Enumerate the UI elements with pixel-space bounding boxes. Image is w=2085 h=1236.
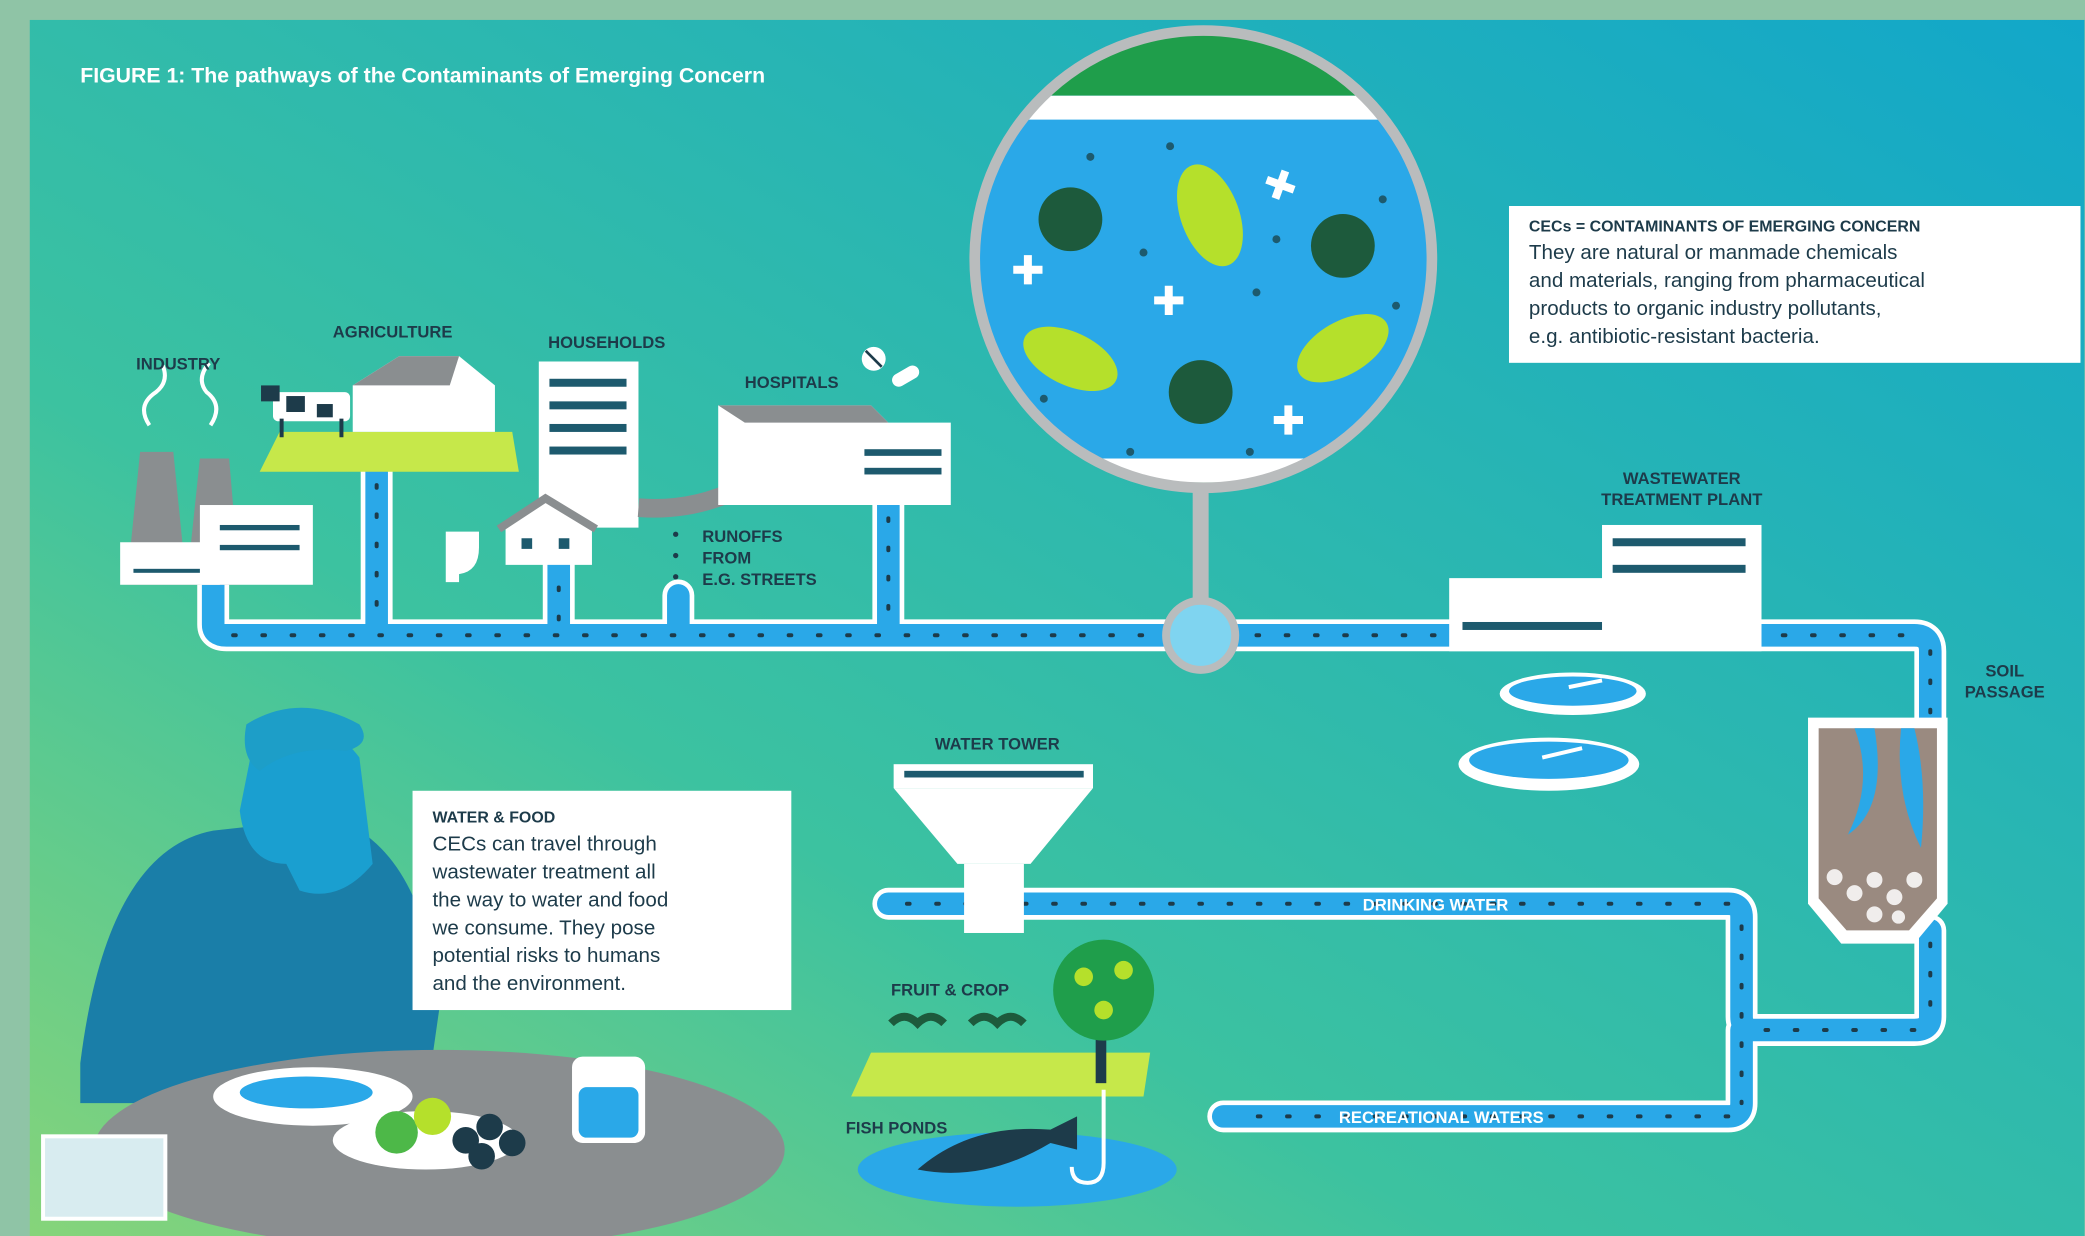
agriculture-icon-part	[261, 385, 280, 401]
magnifier-part-part	[1169, 360, 1233, 424]
label: INDUSTRY	[136, 354, 220, 373]
industry-icon-part	[133, 569, 199, 573]
pipe-label: RECREATIONAL WATERS	[1339, 1108, 1544, 1127]
box-line: we consume. They pose	[431, 916, 655, 939]
fruit-crop-icon-part-part	[1094, 1001, 1113, 1020]
industry-icon-part	[200, 505, 313, 585]
soil-passage-icon-part-part	[1847, 885, 1863, 901]
fruit-crop-icon-part-part	[1074, 968, 1093, 987]
fruit-crop-icon-part-part	[1114, 961, 1133, 980]
soil-passage-icon-part-part	[1827, 869, 1843, 885]
magnifier-part-part-part	[1252, 288, 1260, 296]
magnifier-part-part-part	[1126, 448, 1134, 456]
pipe-network-part	[673, 532, 678, 537]
infographic: FIGURE 1: The pathways of the Contaminan…	[0, 0, 2085, 1236]
magnifier-part-part-part	[1272, 235, 1280, 243]
soil-passage-icon-part-part	[1867, 872, 1883, 888]
magnifier-part-part-part	[1166, 142, 1174, 150]
hospitals-icon-part	[864, 468, 941, 475]
soil-passage-icon-part-part	[1867, 906, 1883, 922]
box-line: and the environment.	[432, 972, 625, 995]
treatment-plant-icon-part-part	[1613, 538, 1746, 546]
agriculture-icon-part	[339, 419, 343, 438]
households-icon-part	[522, 538, 533, 549]
box-heading: CECs = CONTAMINANTS OF EMERGING CONCERN	[1529, 218, 1921, 235]
label: AGRICULTURE	[333, 323, 453, 342]
magnifier-part	[1166, 601, 1235, 670]
pipe-network-part	[673, 553, 678, 558]
box-line: wastewater treatment all	[431, 860, 655, 883]
treatment-plant-icon-part	[1469, 742, 1628, 779]
agriculture-icon-part	[273, 392, 350, 421]
label: PASSAGE	[1965, 683, 2045, 702]
magnifier-part	[1193, 485, 1209, 605]
agriculture-icon-part	[260, 432, 519, 472]
label: WASTEWATER	[1623, 469, 1741, 488]
soil-passage-icon	[1808, 718, 1948, 944]
person-table-icon-part	[414, 1098, 451, 1135]
agriculture-icon-part	[280, 419, 284, 438]
title: FIGURE 1: The pathways of the Contaminan…	[80, 63, 765, 87]
label: RUNOFFS	[702, 527, 782, 546]
label: WATER TOWER	[935, 735, 1060, 754]
person-table-icon-part-part	[468, 1143, 495, 1170]
label: E.G. STREETS	[702, 570, 816, 589]
box-line: the way to water and food	[432, 888, 668, 911]
label: HOSPITALS	[745, 373, 839, 392]
treatment-plant-icon-part-part	[1462, 622, 1602, 630]
magnifier-part-part-part	[1392, 302, 1400, 310]
box-line: and materials, ranging from pharmaceutic…	[1529, 269, 1925, 292]
box-heading: WATER & FOOD	[432, 810, 555, 827]
label: FROM	[702, 549, 751, 568]
treatment-plant-icon-part	[1509, 676, 1637, 705]
magnifier-part-part-part	[1140, 249, 1148, 257]
agriculture-icon-part	[317, 404, 333, 417]
hospitals-icon-part	[718, 405, 888, 422]
households-icon-part-part	[549, 379, 626, 387]
agriculture-icon-part	[286, 396, 305, 412]
page: {"title":"FIGURE 1: The pathways of the …	[0, 0, 2085, 1236]
hospitals-icon-part	[864, 449, 941, 456]
magnifier-part-part-part	[1379, 195, 1387, 203]
label: SOIL	[1985, 661, 2024, 680]
magnifier-part-part	[1311, 214, 1375, 278]
magnifier-part-part-part	[1246, 448, 1254, 456]
person-table-icon-part	[579, 1087, 639, 1138]
soil-passage-icon-part-part	[1906, 872, 1922, 888]
box-line: CECs can travel through	[432, 833, 656, 856]
treatment-plant-icon-part-part	[1613, 565, 1746, 573]
soil-passage-icon-part-part	[1886, 889, 1902, 905]
box-line: They are natural or manmade chemicals	[1529, 241, 1898, 264]
label: FISH PONDS	[846, 1119, 948, 1138]
person-table-icon-part	[240, 1077, 373, 1109]
person-table-icon-part	[43, 1136, 165, 1218]
soil-passage-icon-part-part	[1892, 910, 1905, 923]
box-line: products to organic industry pollutants,	[1529, 297, 1882, 320]
label: FRUIT & CROP	[891, 980, 1009, 999]
households-icon-part-part	[549, 424, 626, 432]
magnifier-part-part-part	[1040, 395, 1048, 403]
person-table-icon-part	[375, 1111, 418, 1154]
treatment-plant-icon-part	[1602, 525, 1761, 605]
households-icon-part-part	[549, 447, 626, 455]
label: HOUSEHOLDS	[548, 333, 665, 352]
water-tower-icon-part	[904, 771, 1083, 778]
industry-icon-part	[220, 525, 300, 530]
households-icon-part-part	[549, 401, 626, 409]
magnifier-part-part-part	[1086, 153, 1094, 161]
fruit-crop-icon-part	[1053, 940, 1154, 1041]
households-icon-part	[559, 538, 570, 549]
person-table-icon-part-part	[499, 1130, 526, 1157]
pipe-label: DRINKING WATER	[1363, 895, 1508, 914]
label: TREATMENT PLANT	[1601, 490, 1762, 509]
water-tower-icon-part	[964, 864, 1024, 933]
industry-icon-part	[220, 545, 300, 550]
person-table-icon-part-part	[476, 1114, 503, 1141]
box-line: e.g. antibiotic-resistant bacteria.	[1529, 325, 1820, 348]
box-line: potential risks to humans	[432, 944, 660, 967]
magnifier-part-part	[1039, 187, 1103, 251]
pipe-network-part	[673, 574, 678, 579]
